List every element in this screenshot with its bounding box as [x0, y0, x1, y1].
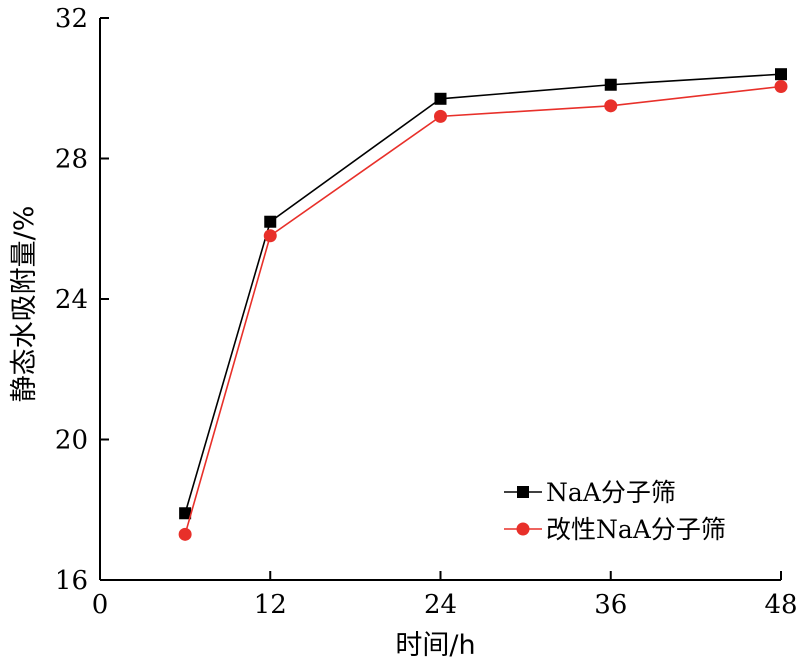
- x-tick-label: 0: [92, 590, 109, 620]
- series-1: [179, 68, 787, 520]
- y-tick-label: 32: [55, 4, 88, 34]
- series-2: [178, 79, 788, 541]
- x-tick-label: 36: [594, 590, 627, 620]
- x-tick-label: 12: [254, 590, 287, 620]
- data-point: [604, 99, 618, 113]
- data-point: [263, 229, 277, 243]
- legend-item-1: NaA分子筛: [504, 478, 676, 507]
- y-tick-label: 24: [55, 285, 88, 315]
- y-axis-title: 静态水吸附量/%: [9, 206, 40, 403]
- legend-label: 改性NaA分子筛: [546, 515, 726, 544]
- data-point: [774, 79, 788, 93]
- data-point: [434, 92, 447, 105]
- series-line: [184, 85, 782, 535]
- ticks: 16 20 24 28 32 0 12 24 36 48: [55, 4, 798, 620]
- series-line: [184, 73, 782, 514]
- data-point: [178, 527, 192, 541]
- y-tick-label: 28: [55, 145, 88, 175]
- series-layer: [178, 68, 788, 541]
- data-point: [434, 109, 447, 123]
- data-point: [179, 507, 192, 520]
- legend-marker: [517, 486, 529, 498]
- data-point: [604, 78, 617, 91]
- y-tick-label: 16: [55, 566, 88, 596]
- legend-item-2: 改性NaA分子筛: [504, 515, 726, 544]
- legend-label: NaA分子筛: [546, 478, 676, 507]
- data-point: [775, 68, 787, 81]
- x-tick-label: 48: [764, 590, 797, 620]
- x-axis-title: 时间/h: [395, 630, 475, 661]
- x-tick-label: 24: [424, 590, 457, 620]
- legend-marker: [516, 522, 530, 536]
- y-tick-label: 20: [55, 426, 88, 456]
- data-point: [264, 215, 277, 228]
